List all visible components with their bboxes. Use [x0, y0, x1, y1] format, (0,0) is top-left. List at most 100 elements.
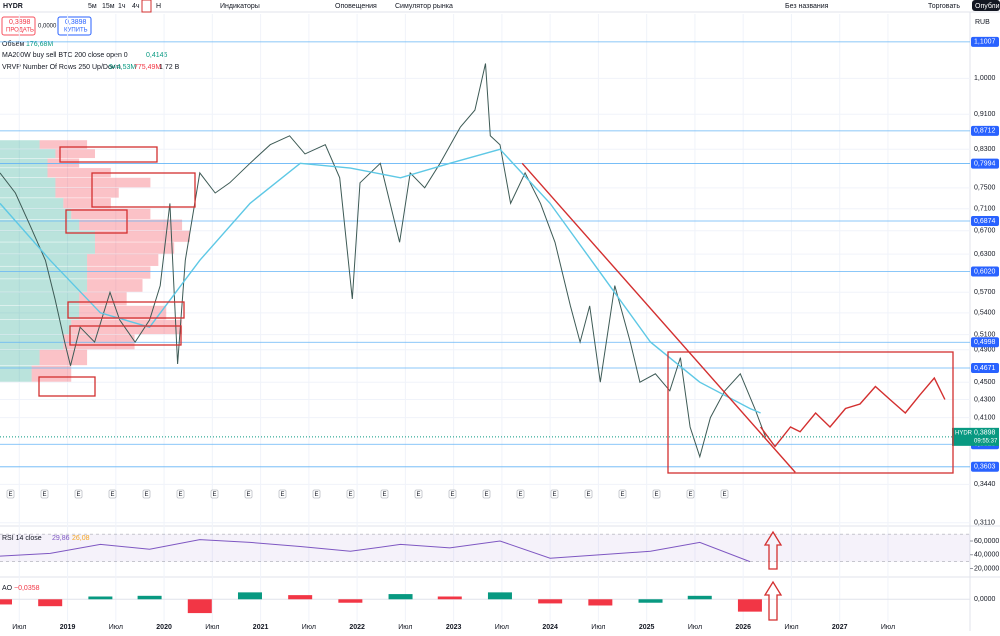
level-label: 0,4671 [974, 365, 996, 372]
interval[interactable]: Н [156, 3, 161, 10]
ao-bar [288, 595, 313, 600]
event-marker [652, 489, 661, 499]
event-marker [244, 489, 253, 499]
rsi-readout: 29,86 [52, 535, 70, 542]
ao-bar [687, 595, 712, 600]
ao-bar [388, 594, 413, 600]
replay-button[interactable]: Симулятор рынка [395, 3, 453, 10]
profile-down [55, 187, 119, 198]
last-price-tag [952, 427, 999, 446]
event-label: E [314, 492, 318, 498]
legend-value: 176,68M [26, 41, 53, 48]
event-marker [618, 489, 627, 499]
profile-up [0, 319, 72, 335]
sell-button[interactable] [1, 16, 36, 36]
event-label: E [110, 492, 114, 498]
event-marker [142, 489, 151, 499]
y-tick-label: 0,9100 [974, 111, 996, 118]
publish-button[interactable] [972, 0, 1000, 11]
y-tick-label: 1,0000 [974, 75, 996, 82]
y-tick-label: 0,3110 [974, 520, 995, 527]
ao-bar [137, 595, 162, 600]
interval[interactable]: 1ч [118, 3, 126, 10]
event-label: E [280, 492, 284, 498]
buy-price[interactable]: 0,3898 [65, 19, 87, 26]
ao-bar [638, 599, 663, 603]
event-label: E [76, 492, 80, 498]
ao-bar [538, 599, 563, 604]
event-marker [74, 489, 83, 499]
profile-down [79, 305, 167, 320]
drawing-arrow [763, 530, 783, 570]
event-label: E [382, 492, 386, 498]
event-label: E [586, 492, 590, 498]
drawing-box [67, 301, 185, 319]
x-tick-label: Июл [495, 624, 509, 631]
profile-down [87, 279, 143, 292]
profile-up [0, 140, 40, 149]
buy-label[interactable]: КУПИТЬ [64, 28, 88, 34]
level-label: 0,7994 [974, 160, 996, 167]
publish-label[interactable]: Опубли [975, 2, 1000, 10]
profile-down [87, 266, 151, 279]
event-label: E [654, 492, 658, 498]
symbol[interactable]: HYDR [3, 3, 23, 10]
x-tick-label: 2019 [60, 624, 76, 631]
profile-down [39, 140, 88, 149]
legend-value: 1,72 B [159, 64, 180, 71]
y-tick-label: 0,3440 [974, 481, 996, 488]
x-tick-label: Июл [302, 624, 316, 631]
ao-bar [0, 599, 12, 605]
level-tag [971, 363, 999, 374]
legend-name: MA200W buy sell BTC 200 close open 0 [2, 52, 128, 59]
toolbar [0, 0, 1000, 12]
sell-label[interactable]: ПРОДАТЬ [6, 28, 34, 34]
y-tick-label: 0,4500 [974, 379, 996, 386]
series-line [0, 148, 761, 414]
y-tick-label: 40,0000 [974, 552, 999, 559]
ao-bar [437, 596, 462, 600]
ao-readout: −0,0358 [14, 585, 40, 592]
layout-name[interactable]: Без названия [785, 3, 829, 10]
event-marker [482, 489, 491, 499]
event-marker [40, 489, 49, 499]
profile-up [0, 149, 56, 159]
interval[interactable]: 15м [102, 3, 115, 10]
event-label: E [42, 492, 46, 498]
buy-button[interactable] [57, 16, 92, 36]
y-tick-label: 60,0000 [974, 538, 999, 545]
level-label: 0,8712 [974, 128, 996, 135]
event-label: E [144, 492, 148, 498]
event-label: E [484, 492, 488, 498]
event-label: E [450, 492, 454, 498]
profile-up [0, 158, 48, 168]
interval[interactable]: 4ч [132, 3, 140, 10]
event-marker [346, 489, 355, 499]
rsi-band [0, 534, 970, 562]
legend-value: 944,53M [109, 64, 136, 71]
x-tick-label: Июл [881, 624, 895, 631]
profile-down [87, 254, 159, 266]
series-line [0, 63, 766, 459]
profile-down [55, 177, 151, 188]
drawing-box [59, 146, 158, 163]
interval[interactable]: 5м [88, 3, 97, 10]
x-tick-label: 2022 [349, 624, 365, 631]
y-tick-label: 0,8300 [974, 146, 996, 153]
x-tick-label: 2023 [446, 624, 462, 631]
profile-up [0, 177, 56, 188]
x-tick-label: Июл [688, 624, 702, 631]
y-tick-label: 0,5400 [974, 310, 996, 317]
level-tag [971, 36, 999, 47]
level-label: 0,6874 [974, 218, 996, 225]
indicators-button[interactable]: Индикаторы [220, 3, 260, 10]
rsi-readout: 26,08 [72, 535, 90, 542]
event-marker [414, 489, 423, 499]
trade-button[interactable]: Торговать [928, 3, 960, 10]
alerts-button[interactable]: Оповещения [335, 3, 377, 10]
profile-down [47, 168, 111, 178]
profile-up [0, 198, 64, 209]
level-tag [971, 158, 999, 169]
profile-down [55, 149, 95, 159]
